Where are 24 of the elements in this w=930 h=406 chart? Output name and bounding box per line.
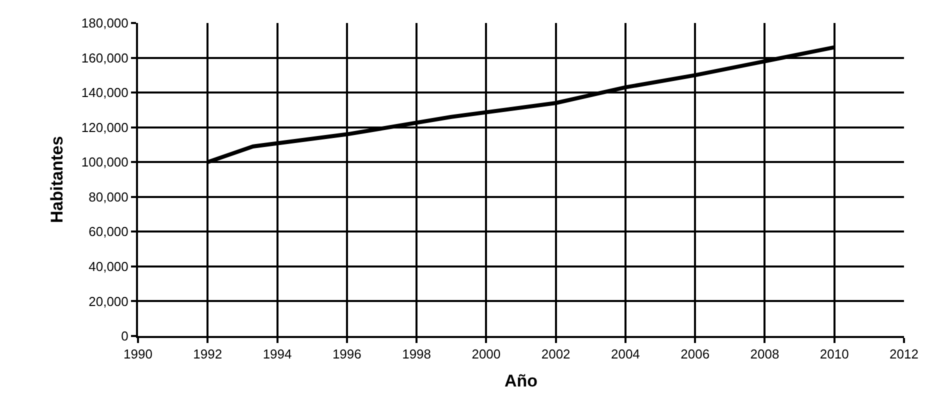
y-tick-label: 180,000 (81, 16, 128, 31)
x-tick-label: 2004 (610, 346, 640, 362)
y-tick-label: 60,000 (88, 224, 128, 240)
x-tick-label: 1992 (193, 346, 222, 362)
x-tick-label: 1990 (124, 346, 152, 362)
y-axis-title: Habitantes (47, 136, 66, 223)
y-tick-label: 0 (121, 328, 128, 344)
x-tick-label: 2008 (750, 346, 780, 362)
y-tick-label: 120,000 (81, 120, 128, 135)
x-tick-label: 2006 (680, 346, 710, 362)
x-axis-title: Año (504, 372, 538, 390)
x-tick-label: 2012 (890, 346, 918, 362)
y-tick-label: 80,000 (88, 189, 128, 204)
y-tick-label: 40,000 (88, 258, 128, 274)
x-tick-label: 1996 (332, 346, 362, 362)
y-tick-label: 20,000 (88, 294, 128, 309)
x-tick-label: 2002 (541, 346, 570, 362)
x-tick-label: 2010 (820, 346, 849, 362)
x-tick-label: 1994 (262, 346, 292, 362)
y-tick-label: 100,000 (81, 154, 128, 170)
x-tick-label: 1998 (402, 346, 432, 362)
y-tick-label: 140,000 (81, 85, 128, 100)
x-tick-label: 2000 (472, 346, 501, 362)
y-tick-label: 160,000 (81, 50, 128, 66)
